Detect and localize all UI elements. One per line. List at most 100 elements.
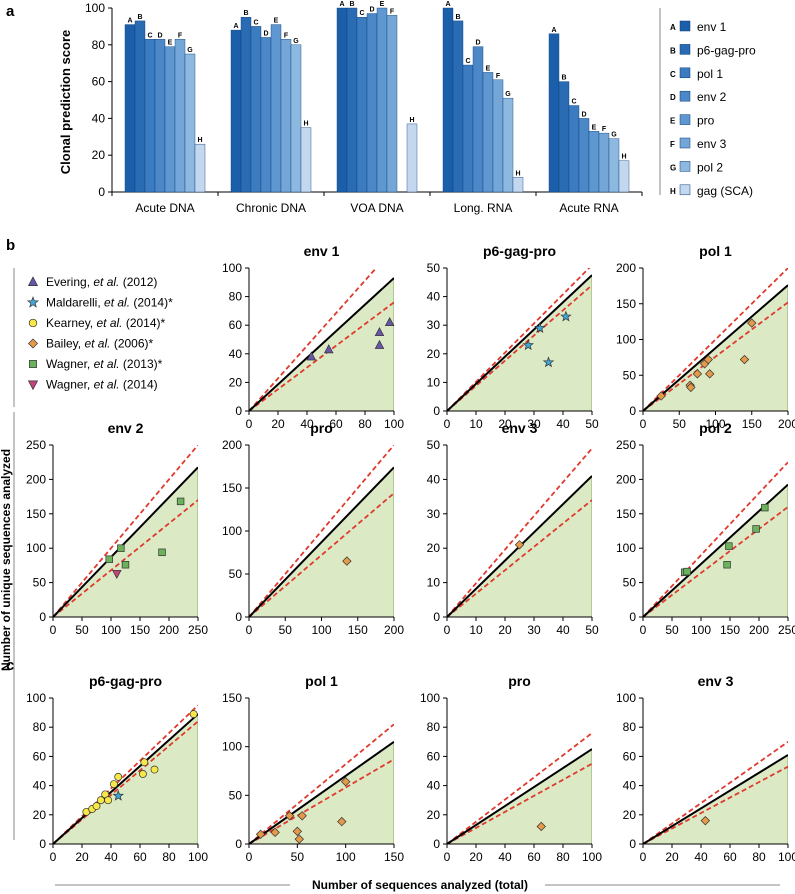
gene-legend-swatch bbox=[679, 114, 691, 125]
x-tick-label: 10 bbox=[469, 417, 483, 431]
x-tick-label: 0 bbox=[640, 417, 647, 431]
y-tick-label: 50 bbox=[33, 576, 47, 590]
study-legend-year: (2006)* bbox=[110, 337, 153, 351]
data-point bbox=[342, 556, 352, 566]
y-tick-label: 10 bbox=[427, 576, 441, 590]
study-legend-etal: et al. bbox=[94, 357, 120, 371]
x-tick-label: 0 bbox=[640, 623, 647, 637]
study-legend-label: Evering, et al. (2012) bbox=[46, 275, 157, 289]
bar bbox=[336, 7, 348, 193]
bar-letter-label: A bbox=[127, 18, 132, 25]
y-tick-label: 0 bbox=[235, 404, 242, 418]
bar-letter-label: B bbox=[561, 75, 566, 82]
bar-letter-label: E bbox=[592, 124, 597, 131]
data-point bbox=[109, 780, 118, 789]
study-legend-marker bbox=[29, 360, 37, 368]
bar bbox=[578, 118, 590, 193]
x-tick-label: 0 bbox=[50, 623, 57, 637]
bar bbox=[386, 15, 398, 193]
y-tick-label: 40 bbox=[427, 472, 441, 486]
fit-line bbox=[249, 466, 394, 617]
y-tick-label: 100 bbox=[26, 541, 46, 555]
bar-category-label: VOA DNA bbox=[350, 201, 403, 215]
x-tick-label: 40 bbox=[694, 850, 708, 864]
bar-letter-label: B bbox=[455, 14, 460, 21]
panel-title: env 1 bbox=[304, 243, 340, 259]
bar bbox=[452, 20, 464, 193]
x-tick-label: 200 bbox=[159, 623, 179, 637]
data-point bbox=[284, 811, 295, 821]
x-tick-label: 250 bbox=[188, 623, 208, 637]
bar bbox=[618, 160, 630, 193]
x-tick-label: 80 bbox=[162, 850, 176, 864]
bar bbox=[270, 24, 282, 193]
bar-letter-label: B bbox=[137, 14, 142, 21]
data-point bbox=[121, 561, 130, 569]
data-point bbox=[384, 316, 395, 327]
bar bbox=[588, 131, 600, 193]
bar-letter-label: G bbox=[293, 38, 299, 45]
x-tick-label: 40 bbox=[498, 850, 512, 864]
study-legend-marker bbox=[27, 276, 39, 286]
y-tick-label: 50 bbox=[229, 567, 243, 581]
bar-letter-label: C bbox=[359, 10, 364, 17]
x-tick-label: 0 bbox=[246, 850, 253, 864]
bar-letter-label: D bbox=[263, 30, 268, 37]
data-point bbox=[705, 369, 715, 379]
panel-label-c: c bbox=[6, 657, 14, 674]
y-tick-label: 20 bbox=[427, 541, 441, 555]
ci-line bbox=[53, 704, 198, 844]
bar bbox=[240, 17, 252, 193]
x-tick-label: 150 bbox=[720, 623, 740, 637]
gene-legend-swatch bbox=[679, 161, 691, 172]
y-tick-label: 200 bbox=[616, 472, 636, 486]
data-point bbox=[514, 540, 525, 550]
study-legend-name: Wagner, bbox=[46, 357, 94, 371]
gene-legend-label: pol 2 bbox=[697, 160, 723, 174]
y-tick-label: 0 bbox=[235, 610, 242, 624]
study-legend-etal: et al. bbox=[104, 296, 130, 310]
data-point bbox=[114, 772, 123, 781]
gene-legend-swatch bbox=[679, 20, 691, 32]
x-tick-label: 100 bbox=[311, 623, 331, 637]
panel-title: pol 1 bbox=[699, 243, 732, 259]
y-tick-label: 0 bbox=[629, 837, 636, 851]
x-tick-label: 20 bbox=[75, 850, 89, 864]
fit-line bbox=[53, 713, 198, 844]
data-point bbox=[692, 369, 703, 379]
x-tick-label: 0 bbox=[50, 850, 57, 864]
bar bbox=[346, 7, 358, 193]
bar-letter-label: E bbox=[380, 1, 385, 8]
ci-line bbox=[447, 762, 592, 844]
data-point bbox=[294, 834, 304, 844]
bar bbox=[376, 7, 388, 193]
x-tick-label: 80 bbox=[752, 850, 766, 864]
y-tick-label: 40 bbox=[427, 779, 441, 793]
data-point bbox=[739, 354, 750, 365]
y-tick-label: 20 bbox=[427, 347, 441, 361]
gene-legend-swatch bbox=[679, 184, 691, 196]
gene-legend-label: pro bbox=[697, 114, 715, 128]
study-legend-etal: et al. bbox=[96, 316, 122, 330]
ci-line bbox=[643, 506, 788, 617]
y-tick-label: 0 bbox=[39, 837, 46, 851]
data-point bbox=[686, 382, 696, 393]
ci-line bbox=[447, 499, 592, 617]
bar-letter-label: F bbox=[284, 32, 289, 39]
bar-letter-label: A bbox=[339, 1, 344, 8]
bar bbox=[356, 17, 368, 193]
x-tick-label: 80 bbox=[358, 417, 372, 431]
bar bbox=[558, 81, 570, 193]
ci-line bbox=[53, 499, 198, 617]
data-point bbox=[723, 561, 731, 569]
y-tick-label: 0 bbox=[433, 837, 440, 851]
bar-letter-label: E bbox=[274, 18, 279, 25]
bar-y-tick-label: 80 bbox=[92, 38, 106, 52]
study-legend-label: Bailey, et al. (2006)* bbox=[46, 337, 154, 351]
data-point bbox=[140, 758, 149, 767]
gene-legend-swatch bbox=[679, 44, 691, 55]
bar-y-tick-label: 60 bbox=[92, 75, 106, 89]
data-point bbox=[105, 555, 113, 563]
